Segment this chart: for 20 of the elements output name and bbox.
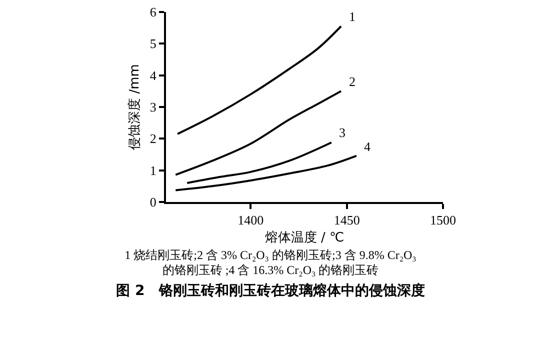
text: 图 2 铬刚玉砖和刚玉砖在玻璃熔体中的侵蚀深度: [115, 282, 426, 300]
series-label: 3: [339, 125, 346, 140]
x-axis-title: 熔体温度 / ℃: [264, 230, 344, 246]
y-tick-label: 1: [150, 162, 156, 178]
y-tick-label: 4: [150, 68, 157, 83]
y-tick-label: 6: [150, 4, 157, 20]
y-axis-title: 侵蚀深度 /mm: [126, 64, 142, 150]
y-tick-label: 2: [150, 131, 156, 146]
x-tick-label: 1500: [430, 212, 456, 228]
line-series: [174, 154, 358, 192]
line-series: [186, 141, 332, 184]
y-tick-label: 5: [150, 36, 156, 52]
series-label: 2: [349, 74, 356, 89]
series-label: 1: [349, 9, 356, 24]
x-tick-label: 1450: [334, 212, 360, 228]
y-tick-label: 0: [150, 194, 156, 210]
y-tick-label: 3: [150, 100, 156, 115]
series-label: 4: [364, 139, 371, 154]
x-tick-label: 1400: [238, 212, 264, 228]
text: 1 烧结刚玉砖;2 含 3% Cr₂O₃ 的铬刚玉砖;3 含 9.8% Cr₂O₃ 的铬刚玉砖 ;4 含 16.3% Cr₂O₃ 的铬刚玉砖: [124, 248, 418, 278]
